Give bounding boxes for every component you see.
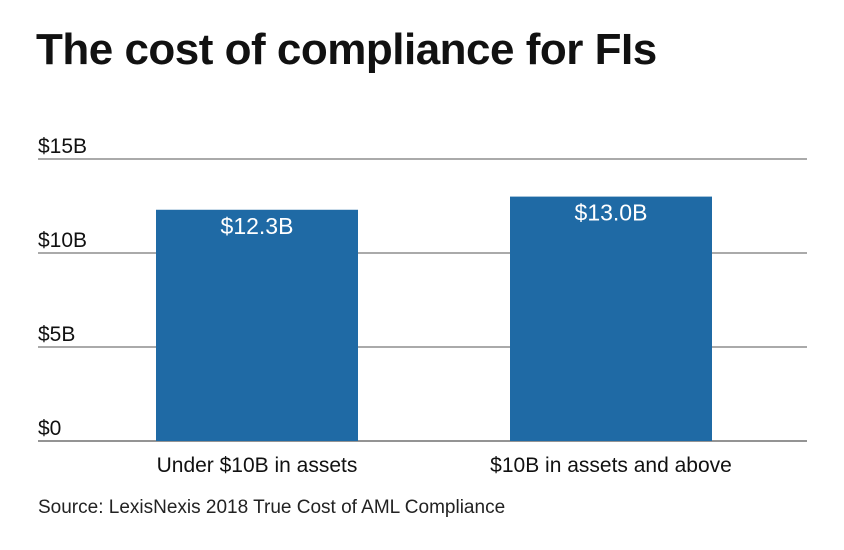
bar-chart: $0 $5B $10B $15B $12.3B Under $10B in assets $… [38, 135, 807, 477]
y-tick-label: $5B [38, 323, 75, 346]
data-label: $12.3B [221, 213, 294, 239]
bar [156, 209, 358, 441]
bar [510, 196, 712, 441]
chart-title: The cost of compliance for FIs [36, 25, 657, 74]
y-tick-label: $10B [38, 229, 87, 252]
data-label: $13.0B [575, 200, 648, 226]
y-tick-label: $0 [38, 417, 61, 440]
x-category-label: $10B in assets and above [490, 454, 732, 477]
y-tick-label: $15B [38, 135, 87, 158]
x-category-label: Under $10B in assets [157, 454, 358, 477]
source-note: Source: LexisNexis 2018 True Cost of AML… [38, 497, 506, 518]
